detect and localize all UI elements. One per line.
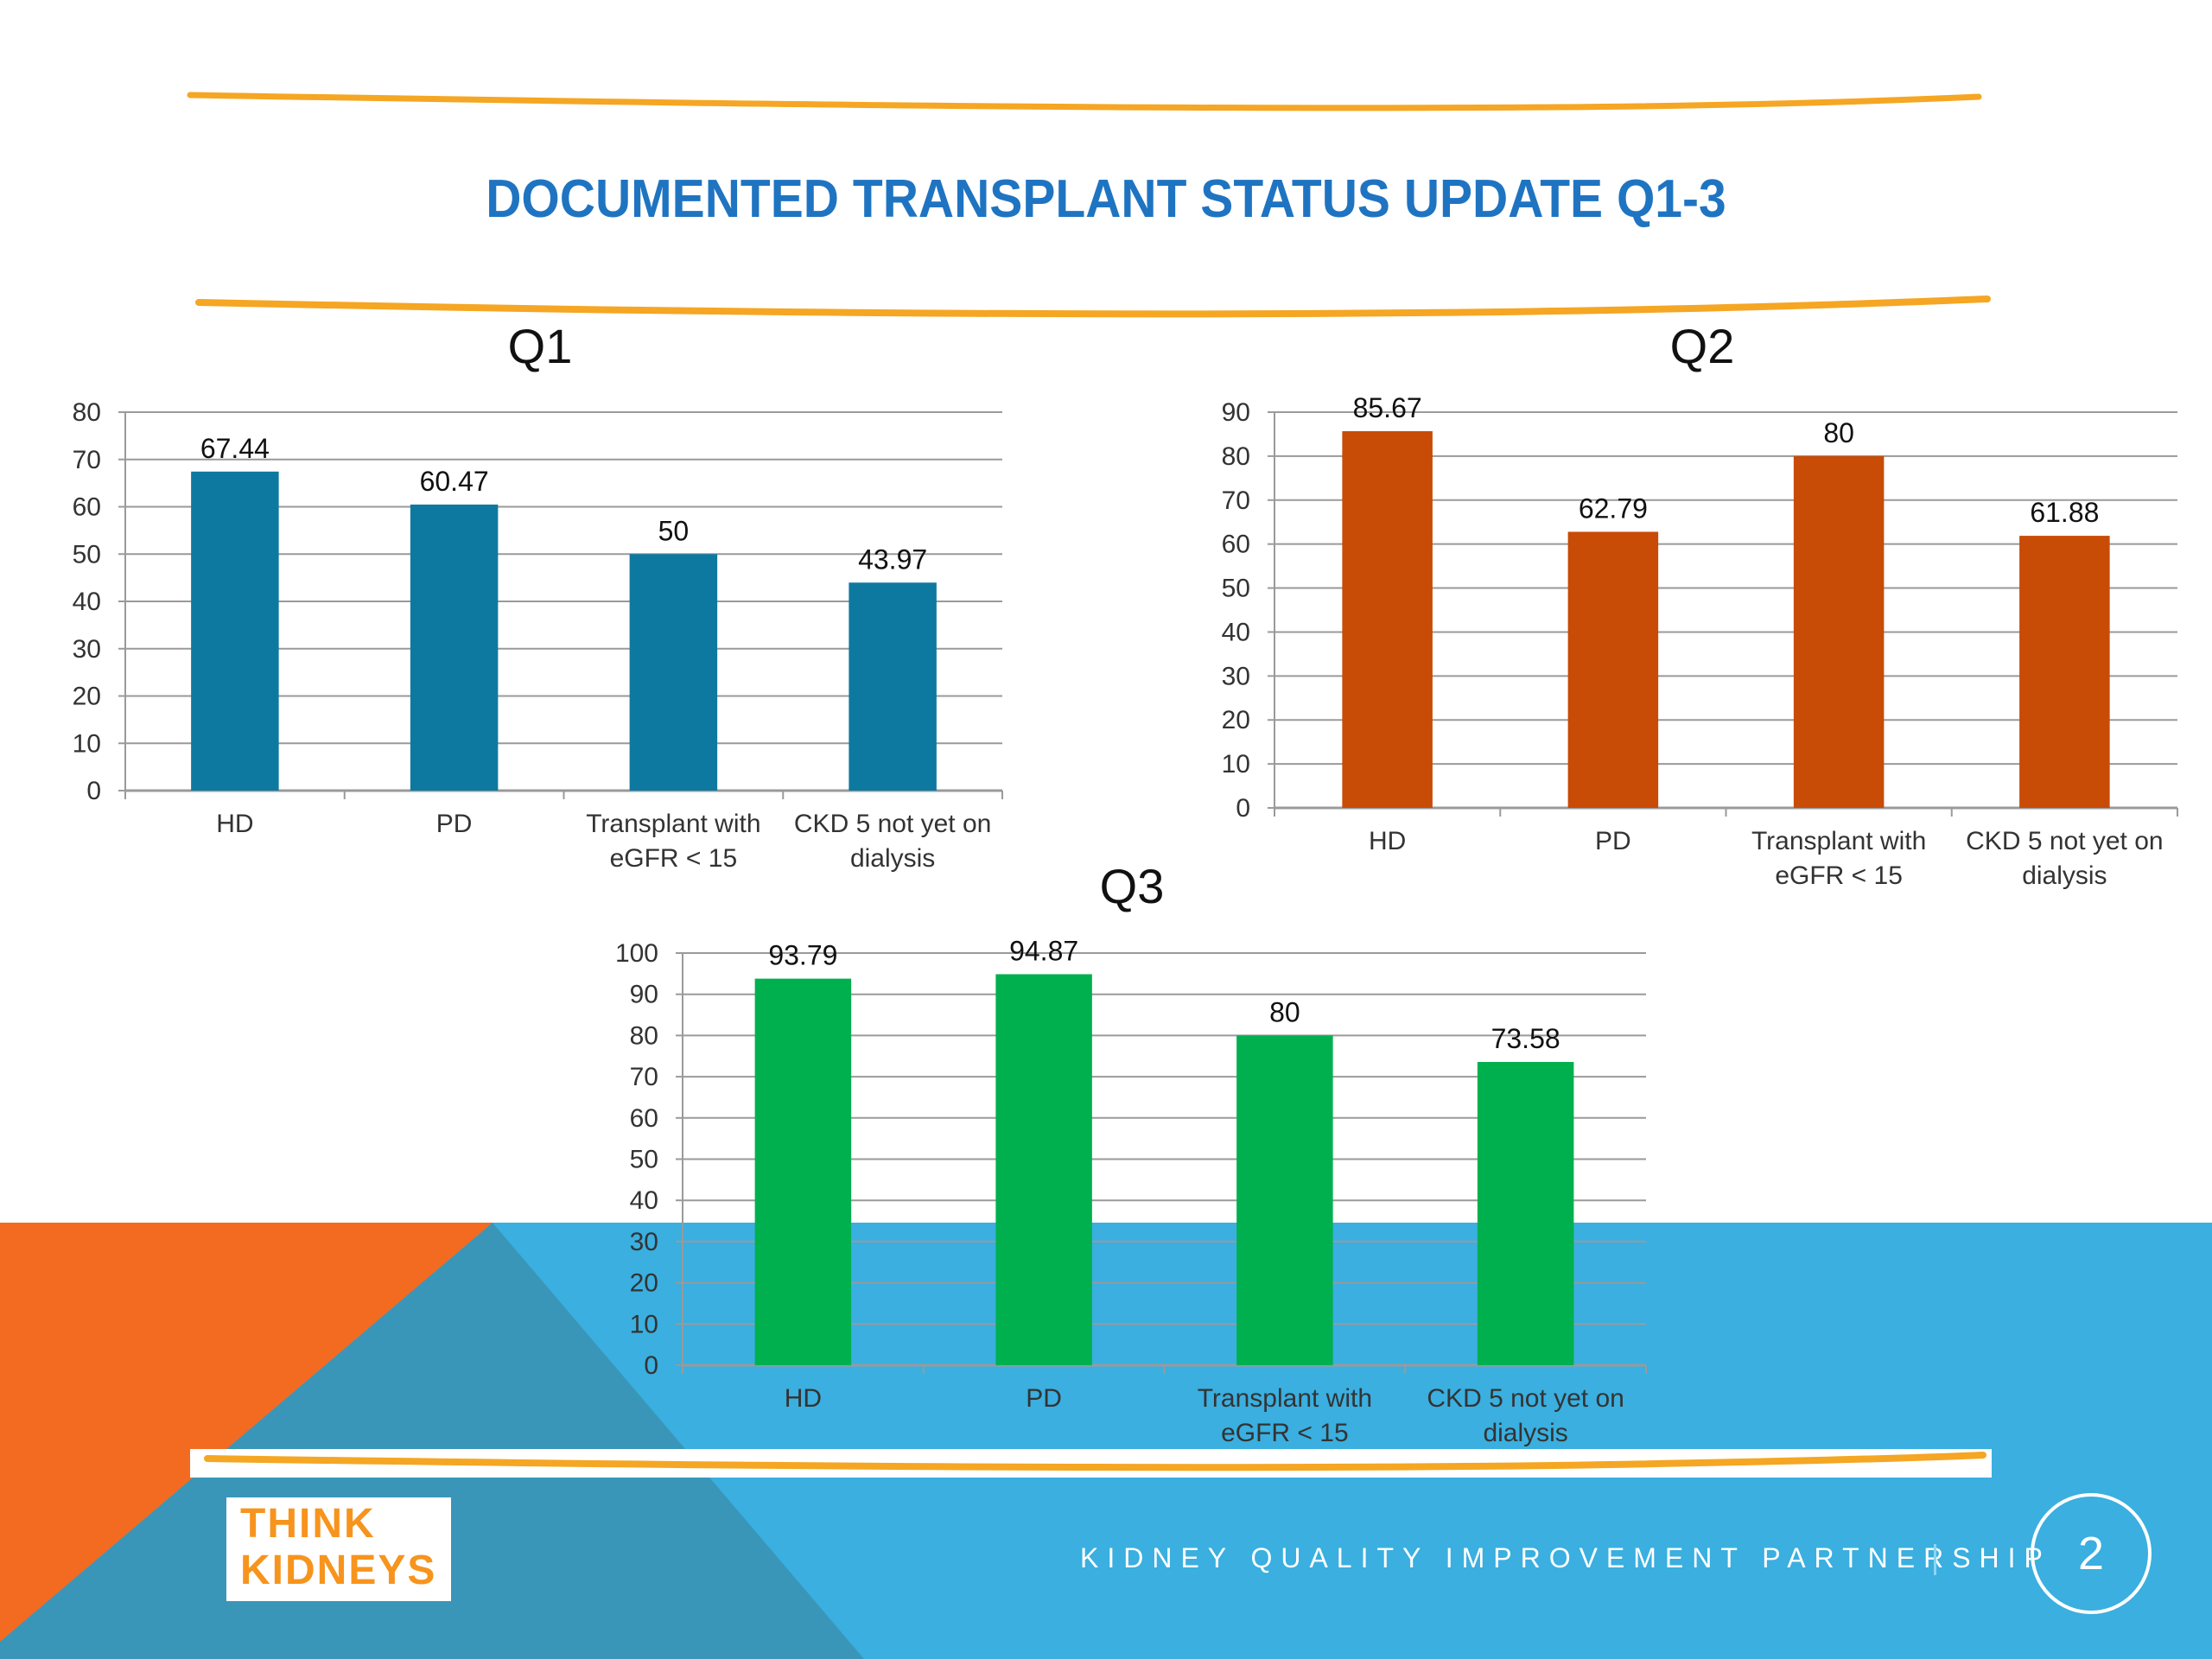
- chart-3-bar: [754, 978, 852, 1365]
- chart-3-ytick-label: 0: [644, 1351, 658, 1380]
- chart-2-ytick-label: 40: [1222, 618, 1250, 646]
- chart-2-bar: [2019, 536, 2110, 808]
- chart-1-bar: [191, 471, 279, 791]
- chart-1-category-label: eGFR < 15: [610, 844, 738, 873]
- chart-1-bar: [629, 554, 718, 791]
- chart-q1-svg: Q1 0 10 20 30 40 50 60 70 80 67.44 HD 60.47 PD 50 Trans…: [73, 319, 1003, 873]
- chart-1-bar: [849, 582, 937, 791]
- chart-1-category-label: PD: [436, 810, 473, 838]
- chart-2-data-label: 62.79: [1579, 493, 1648, 524]
- chart-3-ytick-label: 10: [630, 1310, 658, 1338]
- chart-1-bar: [410, 504, 499, 791]
- chart-3-category-label: HD: [785, 1384, 822, 1413]
- chart-2-ytick-label: 10: [1222, 750, 1250, 779]
- chart-2-data-label: 85.67: [1353, 392, 1422, 423]
- chart-2-ytick-label: 20: [1222, 706, 1250, 734]
- chart-3-ytick-label: 50: [630, 1146, 658, 1174]
- chart-3-ytick-label: 60: [630, 1104, 658, 1133]
- chart-1-title: Q1: [508, 319, 573, 373]
- chart-2-category-label: dialysis: [2022, 861, 2107, 890]
- chart-2-ytick-label: 30: [1222, 662, 1250, 690]
- chart-2-category-label: Transplant with: [1751, 827, 1926, 855]
- chart-3-ytick-label: 20: [630, 1269, 658, 1298]
- chart-1-ytick-label: 50: [73, 540, 101, 569]
- chart-3-ytick-label: 90: [630, 981, 658, 1009]
- chart-q3-svg: Q3 0 10 20 30 40 50 60 70 80 90 100 93.79 HD 94.87 PD 80…: [615, 859, 1647, 1447]
- chart-2-ytick-label: 90: [1222, 398, 1250, 427]
- chart-2-ytick-label: 60: [1222, 531, 1250, 559]
- think-kidneys-logo: THINK KIDNEYS: [226, 1497, 451, 1601]
- chart-2-bar: [1793, 455, 1885, 808]
- chart-3-data-label: 73.58: [1491, 1023, 1560, 1054]
- chart-q3: Q3 0 10 20 30 40 50 60 70 80 90 100 93.79 HD 94.87 PD 80…: [588, 851, 1659, 1456]
- chart-1-ytick-label: 40: [73, 588, 101, 616]
- chart-1-data-label: 50: [658, 515, 690, 546]
- chart-3-category-label: eGFR < 15: [1221, 1419, 1349, 1447]
- chart-2-category-label: CKD 5 not yet on: [1966, 827, 2163, 855]
- chart-3-title: Q3: [1100, 859, 1165, 913]
- chart-3-bar: [1477, 1062, 1574, 1365]
- logo-line-2: KIDNEYS: [240, 1548, 437, 1593]
- chart-3-ytick-label: 70: [630, 1063, 658, 1091]
- chart-q2: Q2 0 10 20 30 40 50 60 70 80 90 85.67 HD 62.79 PD 80 Tra…: [1192, 311, 2203, 899]
- chart-3-data-label: 94.87: [1009, 935, 1078, 966]
- chart-2-ytick-label: 50: [1222, 575, 1250, 603]
- chart-3-category-label: dialysis: [1483, 1419, 1567, 1447]
- chart-1-category-label: dialysis: [850, 844, 935, 873]
- chart-1-ytick-label: 10: [73, 729, 101, 758]
- chart-1-category-label: CKD 5 not yet on: [794, 810, 991, 838]
- chart-3-ytick-label: 30: [630, 1228, 658, 1256]
- chart-2-category-label: PD: [1595, 827, 1631, 855]
- page-number: 2: [2077, 1528, 2105, 1580]
- chart-3-ytick-label: 80: [630, 1021, 658, 1050]
- chart-2-data-label: 61.88: [2030, 497, 2099, 528]
- chart-2-category-label: HD: [1369, 827, 1406, 855]
- logo-line-1: THINK: [240, 1501, 376, 1547]
- chart-1-ytick-label: 30: [73, 635, 101, 664]
- chart-2-ytick-label: 70: [1222, 486, 1250, 515]
- page-number-badge: 2: [2031, 1493, 2152, 1614]
- slide-title: DOCUMENTED TRANSPLANT STATUS UPDATE Q1-3: [486, 169, 1726, 229]
- chart-2-category-label: eGFR < 15: [1775, 861, 1903, 890]
- chart-1-data-label: 67.44: [200, 433, 270, 464]
- chart-3-category-label: PD: [1026, 1384, 1062, 1413]
- chart-1-ytick-label: 0: [86, 777, 101, 805]
- chart-3-ytick-label: 100: [615, 939, 658, 968]
- logo-text: THINK KIDNEYS: [240, 1501, 436, 1594]
- chart-1-category-label: HD: [216, 810, 253, 838]
- chart-q2-svg: Q2 0 10 20 30 40 50 60 70 80 90 85.67 HD 62.79 PD 80 Tra…: [1222, 319, 2178, 890]
- chart-3-category-label: Transplant with: [1198, 1384, 1372, 1413]
- footer-divider: [1934, 1544, 1936, 1575]
- chart-1-ytick-label: 20: [73, 683, 101, 711]
- chart-2-bar: [1567, 531, 1659, 808]
- chart-1-ytick-label: 70: [73, 446, 101, 474]
- chart-1-data-label: 60.47: [420, 466, 489, 497]
- chart-3-data-label: 93.79: [768, 940, 837, 971]
- chart-3-bar: [995, 974, 1092, 1365]
- chart-1-data-label: 43.97: [858, 543, 927, 575]
- chart-2-bar: [1342, 431, 1433, 808]
- chart-3-category-label: CKD 5 not yet on: [1427, 1384, 1624, 1413]
- chart-1-ytick-label: 60: [73, 493, 101, 522]
- chart-1-ytick-label: 80: [73, 398, 101, 427]
- footer-text: KIDNEY QUALITY IMPROVEMENT PARTNERSHIP: [1080, 1542, 2051, 1573]
- chart-3-ytick-label: 40: [630, 1186, 658, 1215]
- chart-q1: Q1 0 10 20 30 40 50 60 70 80 67.44 HD 60.47 PD 50 Trans…: [35, 311, 1071, 881]
- chart-3-data-label: 80: [1269, 996, 1300, 1027]
- chart-2-ytick-label: 80: [1222, 442, 1250, 471]
- chart-2-title: Q2: [1670, 319, 1735, 373]
- chart-1-category-label: Transplant with: [586, 810, 760, 838]
- chart-2-ytick-label: 0: [1236, 794, 1250, 823]
- chart-3-bar: [1236, 1035, 1333, 1365]
- chart-2-data-label: 80: [1823, 417, 1854, 448]
